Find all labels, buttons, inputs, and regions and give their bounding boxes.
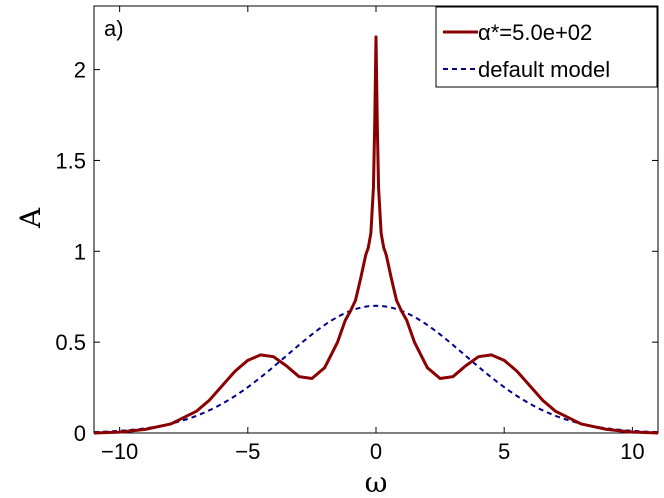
legend: α*=5.0e+02 default model <box>435 6 658 88</box>
y-tick-label: 1 <box>74 239 86 264</box>
y-axis-label: A <box>14 207 47 229</box>
panel-label: a) <box>104 16 124 41</box>
axis-ticks: −10 −5 0 5 10 0 0.5 1 1.5 2 <box>55 6 658 464</box>
x-tick-label: −10 <box>101 439 138 464</box>
y-tick-label: 1.5 <box>55 148 86 173</box>
legend-entry-1: α*=5.0e+02 <box>478 20 592 45</box>
x-tick-label: −5 <box>235 439 260 464</box>
x-tick-label: 10 <box>620 439 644 464</box>
y-tick-label: 0.5 <box>55 330 86 355</box>
series-alpha-line <box>93 35 659 435</box>
y-tick-label: 2 <box>74 58 86 83</box>
legend-entry-2: default model <box>478 57 610 82</box>
y-tick-label: 0 <box>74 421 86 446</box>
series-default-model-line <box>93 304 659 434</box>
x-tick-label: 5 <box>498 439 510 464</box>
x-axis-label: ω <box>365 466 388 498</box>
x-tick-label: 0 <box>370 439 382 464</box>
series-layer <box>93 35 659 435</box>
legend-box <box>435 6 658 88</box>
